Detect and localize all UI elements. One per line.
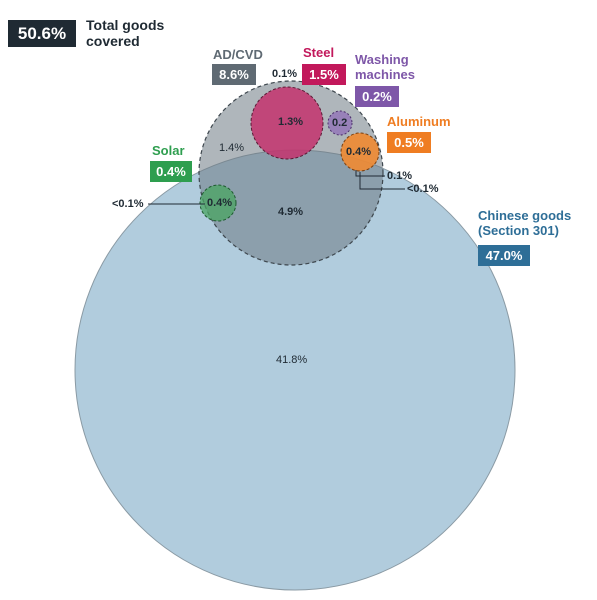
total-badge: 50.6% — [8, 20, 76, 47]
steel-title: Steel — [303, 45, 335, 60]
adcvd-title: AD/CVD — [213, 47, 263, 62]
adcvd-only-value: 1.4% — [219, 142, 245, 154]
chinese-badge: 47.0% — [478, 245, 530, 266]
steel-badge: 1.5% — [302, 64, 346, 85]
solar-title: Solar — [152, 143, 185, 158]
adcvd-badge: 8.6% — [212, 64, 256, 85]
total-label: Total goods covered — [86, 17, 165, 49]
aluminum-edge-a-value: 0.1% — [387, 170, 413, 182]
solar-badge: 0.4% — [150, 161, 192, 182]
washing-badge: 0.2% — [355, 86, 399, 107]
solar-outside-value: <0.1% — [112, 198, 144, 210]
steel-outside-value: 0.1% — [272, 68, 298, 80]
aluminum-in-adcvd-value: 0.4% — [346, 146, 372, 158]
aluminum-leader-b — [359, 172, 405, 190]
chinese-title: Chinese goods (Section 301) — [478, 208, 572, 238]
solar-circle — [199, 184, 237, 222]
aluminum-circle — [340, 132, 380, 172]
washing-title: Washing machines — [355, 52, 415, 82]
steel-in-adcvd-value: 1.3% — [278, 116, 304, 128]
washing-in-adcvd-value: 0.2 — [332, 117, 348, 129]
adcvd-chinese-value: 4.9% — [278, 206, 304, 218]
chinese-only-value: 41.8% — [276, 354, 308, 366]
aluminum-badge: 0.5% — [387, 132, 431, 153]
solar-in-adcvd-value: 0.4% — [207, 197, 233, 209]
aluminum-leader-a — [355, 170, 385, 177]
aluminum-edge-b-value: <0.1% — [407, 183, 439, 195]
washing-circle — [327, 110, 353, 136]
aluminum-title: Aluminum — [387, 114, 451, 129]
steel-circle — [250, 86, 324, 160]
